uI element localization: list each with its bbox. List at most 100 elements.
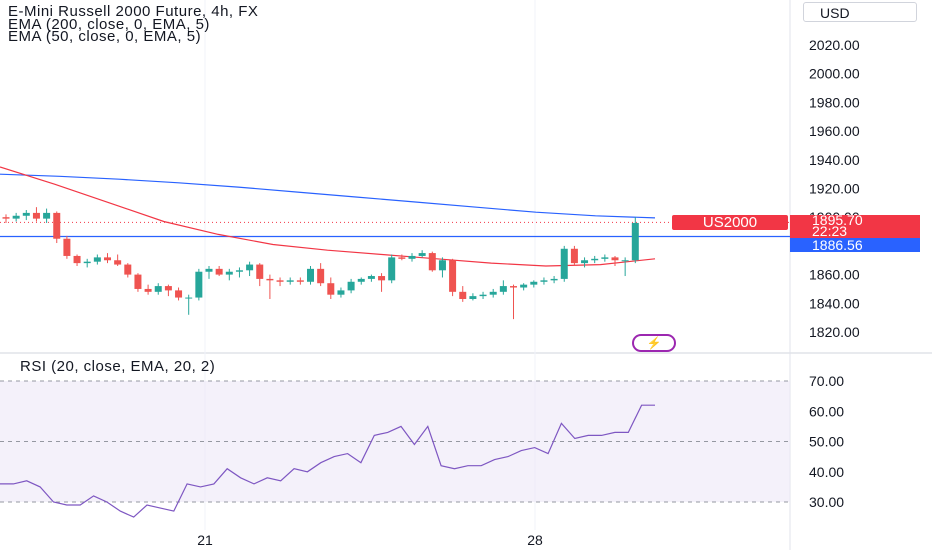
candle-body: [570, 248, 578, 264]
candle-body: [510, 286, 517, 288]
candle: [560, 245, 568, 282]
y-tick-label: 1820.00: [809, 324, 860, 340]
candle-body: [134, 274, 142, 289]
candle-body: [83, 261, 91, 264]
symbol-tag: US2000: [672, 215, 788, 230]
ema50-legend[interactable]: EMA (50, close, 0, EMA, 5): [8, 28, 202, 45]
candle-body: [317, 268, 325, 284]
countdown-value: 22:23: [812, 223, 848, 239]
candle: [164, 284, 172, 297]
last-price-tag: 1895.70 22:23: [790, 212, 920, 239]
candle-body: [530, 281, 538, 285]
candle: [621, 257, 629, 277]
candle-body: [388, 257, 396, 281]
candle: [611, 255, 619, 266]
candle-body: [22, 212, 30, 216]
candle: [499, 280, 507, 295]
candle: [185, 294, 193, 315]
rsi-y-tick-label: 40.00: [809, 464, 844, 480]
candle-body: [175, 290, 183, 298]
candle-body: [93, 257, 101, 262]
last-price-value: 1895.70: [812, 212, 863, 228]
candle-body: [459, 291, 467, 299]
candle: [53, 211, 61, 244]
candle: [32, 207, 40, 222]
candle-body: [378, 276, 386, 281]
rsi-y-tick-label: 30.00: [809, 494, 844, 510]
candle-body: [307, 268, 314, 282]
candle: [195, 268, 203, 301]
candle-body: [398, 257, 406, 259]
candle-body: [550, 278, 558, 281]
candle: [428, 251, 436, 272]
candle-body: [286, 280, 294, 282]
y-tick-label: 2020.00: [809, 37, 860, 53]
candle: [256, 263, 264, 287]
candle-body: [32, 212, 40, 219]
candle: [510, 284, 517, 320]
candle-body: [215, 268, 223, 275]
candle: [398, 254, 406, 261]
rsi-y-tick-label: 50.00: [809, 434, 844, 450]
lightning-icon[interactable]: ⚡: [632, 334, 676, 352]
x-tick-label: 28: [527, 532, 543, 548]
candle-body: [428, 253, 436, 271]
candle-body: [276, 280, 284, 282]
candle-body: [256, 264, 264, 279]
candle: [22, 210, 30, 221]
candle: [63, 235, 71, 259]
candle-body: [124, 264, 132, 275]
candle-body: [266, 278, 274, 281]
candle: [104, 253, 111, 264]
candle-body: [581, 260, 589, 264]
candle: [347, 278, 355, 294]
candle: [631, 217, 639, 264]
candle: [114, 254, 122, 266]
candle: [449, 258, 457, 297]
candle-body: [2, 217, 10, 219]
candle-body: [235, 270, 243, 272]
candle: [276, 277, 284, 287]
candle-body: [601, 257, 609, 259]
candle-body: [12, 215, 20, 219]
rsi-legend[interactable]: RSI (20, close, EMA, 20, 2): [20, 358, 216, 375]
candle: [337, 287, 345, 298]
candle: [154, 283, 162, 295]
candle-body: [43, 212, 51, 219]
candle-body: [144, 288, 152, 292]
candle: [581, 257, 589, 268]
ema200-legend[interactable]: EMA (200, close, 0, EMA, 5): [8, 16, 210, 33]
candle: [591, 255, 599, 264]
candle-body: [621, 260, 629, 262]
rsi-y-tick-label: 60.00: [809, 403, 844, 419]
candle-body: [337, 290, 345, 295]
candle: [459, 286, 467, 302]
candle-body: [499, 286, 507, 292]
candle: [235, 267, 243, 278]
y-tick-label: 1860.00: [809, 267, 860, 283]
candle: [550, 276, 558, 284]
candle-body: [357, 278, 365, 282]
x-tick-label: 21: [197, 532, 213, 548]
candle: [12, 212, 20, 222]
candle-body: [520, 284, 528, 288]
candle: [266, 274, 274, 299]
candle-body: [225, 271, 233, 275]
candle: [438, 257, 446, 278]
candle: [205, 265, 213, 279]
currency-selector[interactable]: USD: [803, 2, 917, 22]
candle: [246, 261, 254, 277]
candle-body: [347, 281, 355, 291]
candle-body: [246, 264, 254, 271]
candle: [479, 291, 487, 299]
y-tick-label: 1960.00: [809, 123, 860, 139]
candle: [225, 268, 233, 281]
candle-body: [73, 255, 81, 264]
ema200-line: [0, 173, 656, 219]
candle: [83, 258, 91, 268]
y-tick-label: 2000.00: [809, 66, 860, 82]
candle-body: [104, 257, 111, 261]
candle-body: [367, 276, 375, 279]
candle-body: [449, 260, 457, 292]
